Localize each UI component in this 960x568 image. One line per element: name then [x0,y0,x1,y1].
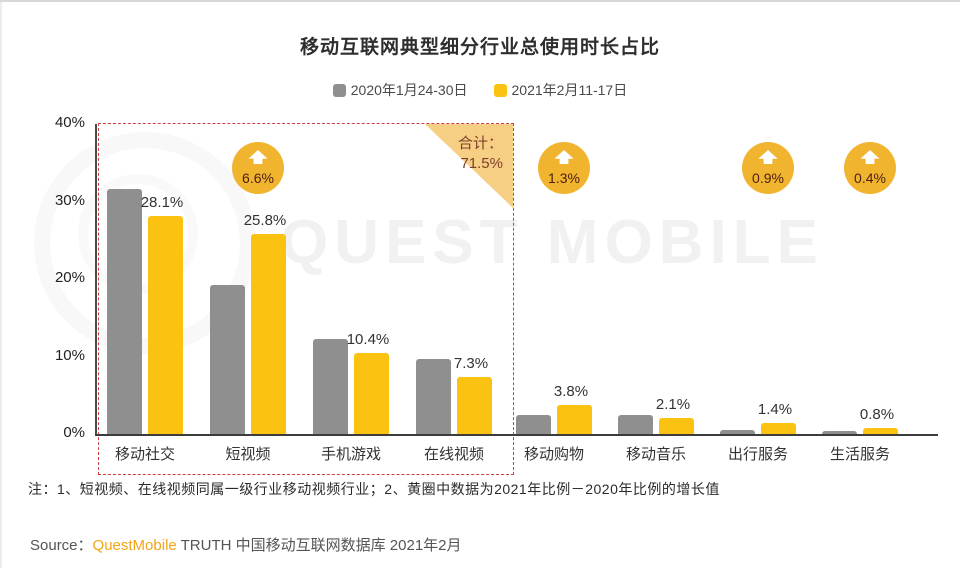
footnote: 注：1、短视频、在线视频同属一级行业移动视频行业；2、黄圈中数据为2021年比例… [28,481,720,497]
category-label: 短视频 [225,446,271,463]
growth-badge: 0.9% [742,142,794,194]
bar-2021-5 [557,404,592,434]
bar-value-label: 7.3% [453,355,489,373]
legend-swatch-2020-icon [332,83,346,97]
highlight-dashed-box: 合计： 71.5% [98,123,514,475]
x-axis-line [95,434,938,436]
total-label: 合计： 71.5% [458,134,503,174]
y-axis-tick-label: 0% [63,424,85,441]
category-label: 出行服务 [727,446,788,463]
bar-2020-5 [516,414,551,434]
bar-value-label: 1.4% [757,401,793,419]
legend-item-2020: 2020年1月24-30日 [332,80,468,100]
bar-value-label: 0.8% [859,405,895,423]
y-axis-line [95,124,97,434]
category-label: 移动购物 [523,446,584,463]
bar-2021-4 [457,377,492,434]
source-rest: TRUTH 中国移动互联网数据库 2021年2月 [176,537,462,554]
bar-value-label: 28.1% [140,194,184,212]
bar-2020-1 [107,189,142,434]
chart-legend: 2020年1月24-30日 2021年2月11-17日 [0,80,960,100]
rise-arrow-icon [859,150,881,169]
legend-label-2021: 2021年2月11-17日 [511,82,628,98]
bar-value-label: 25.8% [243,212,287,230]
bar-2021-1 [148,216,183,434]
page-title: 移动互联网典型细分行业总使用时长占比 [299,37,660,58]
bar-value-label: 2.1% [655,395,691,413]
legend-label-2020: 2020年1月24-30日 [350,82,468,98]
bar-2021-2 [251,234,286,434]
source-line: Source：QuestMobile TRUTH 中国移动互联网数据库 2021… [30,534,462,555]
bar-value-label: 3.8% [553,382,589,400]
growth-value: 0.4% [854,170,886,186]
watermark-text: QUEST MOBILE [280,208,824,277]
y-axis-tick-label: 10% [54,346,85,364]
bar-2020-4 [416,358,451,434]
rise-arrow-icon [553,150,575,169]
bar-2021-3 [354,353,389,434]
category-label: 在线视频 [423,446,484,463]
growth-value: 6.6% [242,170,274,186]
bar-2020-2 [210,285,245,434]
bar-2021-8 [863,427,898,434]
total-caption: 合计： [457,135,503,152]
source-prefix: Source： [30,537,93,554]
rise-arrow-icon [247,150,269,169]
growth-value: 1.3% [548,170,580,186]
bar-2021-6 [659,417,694,434]
growth-badge: 1.3% [538,142,590,194]
category-label: 移动社交 [114,446,175,463]
category-label: 手机游戏 [320,446,381,463]
y-axis-tick-label: 40% [54,114,85,131]
bar-2020-7 [720,430,755,434]
bar-2021-7 [761,423,796,434]
growth-badge: 0.4% [844,142,896,194]
category-label: 移动音乐 [625,446,686,463]
bar-2020-8 [822,430,857,434]
bar-value-label: 10.4% [346,331,390,349]
bar-2020-3 [313,339,348,434]
legend-item-2021: 2021年2月11-17日 [493,80,628,100]
legend-swatch-2021-icon [493,83,507,97]
total-value: 71.5% [460,155,503,172]
source-brand: QuestMobile [92,537,177,554]
growth-value: 0.9% [752,170,784,186]
rise-arrow-icon [757,150,779,169]
growth-badge: 6.6% [232,142,284,194]
category-label: 生活服务 [829,446,890,463]
bar-2020-6 [618,415,653,434]
